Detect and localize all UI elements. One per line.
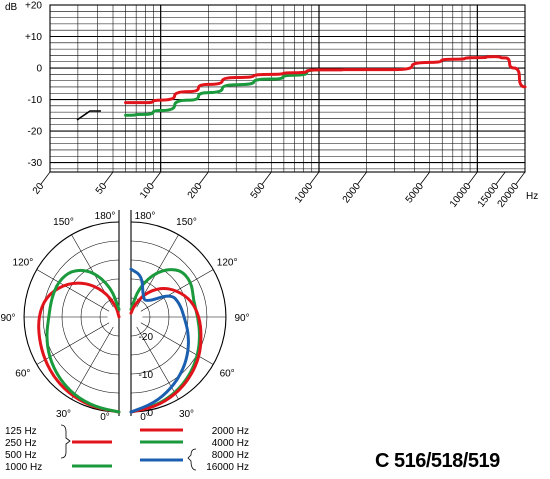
polar-angle-label: 0° <box>100 412 110 423</box>
frequency-y-tick-labels: +20 +10 0 -10 -20 -30 <box>25 1 42 170</box>
legend-left-label: 125 Hz <box>5 426 37 437</box>
x-tick-label: 5000 <box>404 181 427 206</box>
x-tick-mark <box>151 171 161 185</box>
polar-series-line <box>129 267 190 414</box>
legend-brace-left <box>60 424 71 459</box>
x-tick-mark <box>420 171 430 185</box>
y-tick-label: 0 <box>36 64 42 75</box>
legend-brace-right <box>187 448 197 471</box>
x-tick-mark <box>495 171 506 185</box>
frequency-series-line <box>124 55 527 105</box>
x-tick-label: 200 <box>186 181 205 201</box>
polar-series-line <box>45 268 121 414</box>
legend-left-label: 250 Hz <box>5 438 37 449</box>
frequency-response-grid <box>40 4 526 185</box>
x-tick-mark <box>40 171 51 185</box>
polar-radial-label: -20 <box>139 332 154 343</box>
y-tick-label: +10 <box>25 32 42 43</box>
y-axis-unit-label: dB <box>5 2 18 13</box>
polar-radial-label: -10 <box>139 370 154 381</box>
polar-radial-line <box>36 269 110 312</box>
polar-diagram-left <box>23 210 121 416</box>
x-tick-label: 2000 <box>341 181 364 206</box>
x-tick-mark <box>199 171 209 185</box>
polar-angle-label: 150° <box>176 217 197 228</box>
legend-right-label: 4000 Hz <box>212 438 249 449</box>
y-tick-label: -30 <box>28 158 43 169</box>
x-tick-label: 50 <box>94 181 110 197</box>
frequency-response-curves <box>124 55 527 117</box>
x-tick-label: 500 <box>249 181 268 201</box>
legend-left-label: 1000 Hz <box>5 462 42 473</box>
plot-frame <box>49 4 526 173</box>
x-tick-mark <box>357 171 367 185</box>
x-tick-label: 1000 <box>293 181 316 206</box>
y-tick-label: +20 <box>25 1 42 12</box>
legend-left-label: 500 Hz <box>5 450 37 461</box>
polar-angle-label: 30° <box>56 409 71 420</box>
polar-angle-label: 60° <box>15 369 30 380</box>
polar-radial-label: 0 <box>147 408 153 419</box>
x-tick-label: 10000 <box>448 181 474 210</box>
polar-angle-label: 120° <box>217 258 238 269</box>
x-tick-mark <box>468 171 478 185</box>
polar-angle-label: 180° <box>95 211 116 222</box>
frequency-series-line <box>124 68 321 117</box>
polar-angle-label: 90° <box>234 313 249 324</box>
polar-radial-line <box>140 322 214 365</box>
x-tick-label: 20 <box>31 181 47 197</box>
y-tick-label: -20 <box>28 127 43 138</box>
polar-angle-label: 0° <box>140 412 150 423</box>
polar-angle-label: 30° <box>179 409 194 420</box>
polar-angle-label: 90° <box>0 313 15 324</box>
x-tick-label: 20000 <box>496 181 522 210</box>
x-tick-mark <box>262 171 272 185</box>
polar-angle-labels: 180° 150° 120° 90° 60° 30° 0° 180° 150° 120° 90° 60… <box>0 211 249 423</box>
legend-right-label: 8000 Hz <box>212 450 249 461</box>
y-tick-label: -10 <box>28 95 43 106</box>
x-axis-unit-label: Hz <box>526 191 538 202</box>
polar-angle-label: 60° <box>220 369 235 380</box>
polar-diagram-right <box>129 210 227 416</box>
legend-right-label: 2000 Hz <box>212 426 249 437</box>
polar-angle-label: 120° <box>13 258 34 269</box>
polar-angle-label: 180° <box>135 211 156 222</box>
polar-series-line <box>129 286 203 414</box>
x-tick-mark <box>309 171 320 185</box>
polar-angle-label: 150° <box>53 217 74 228</box>
x-tick-mark <box>103 171 114 185</box>
x-tick-label: 100 <box>138 181 157 201</box>
polar-radial-line <box>71 326 114 400</box>
model-name: C 516/518/519 <box>375 450 500 472</box>
polar-radial-labels: -20 -10 0 <box>139 332 154 419</box>
x-tick-mark <box>515 171 526 185</box>
legend-right-label: 16000 Hz <box>206 462 249 473</box>
high-pass-filter-icon <box>76 110 101 121</box>
